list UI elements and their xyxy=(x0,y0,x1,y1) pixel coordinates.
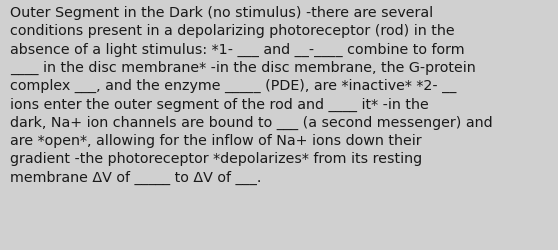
Text: Outer Segment in the Dark (no stimulus) -there are several
conditions present in: Outer Segment in the Dark (no stimulus) … xyxy=(10,6,493,184)
